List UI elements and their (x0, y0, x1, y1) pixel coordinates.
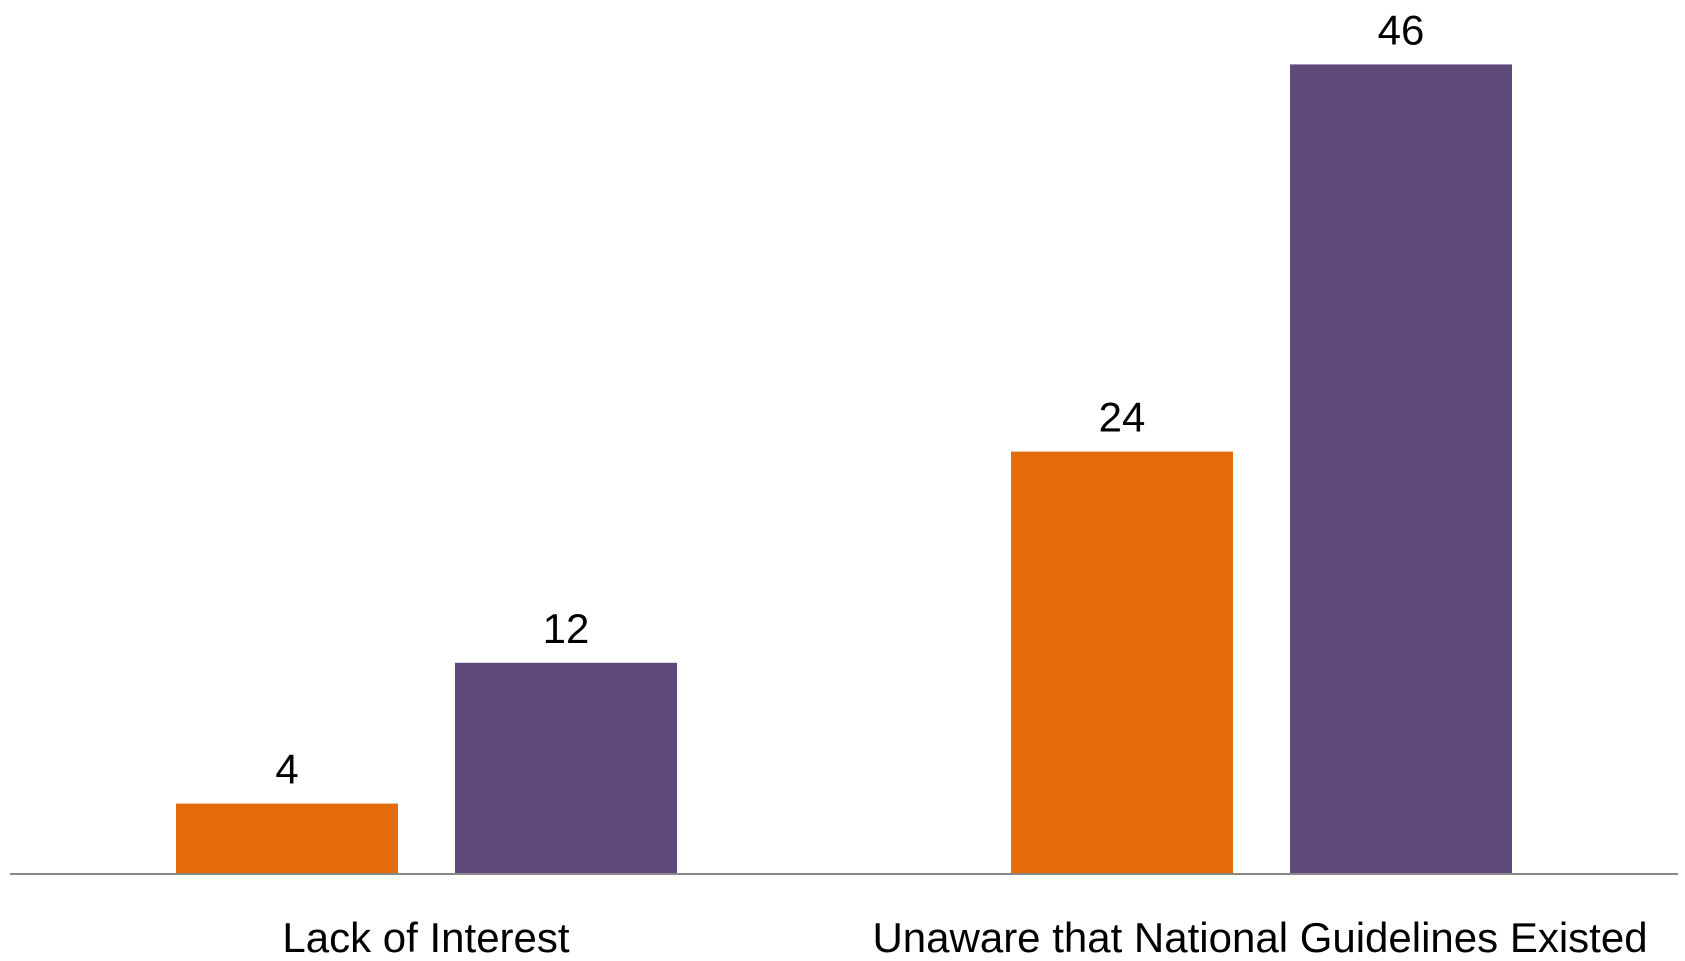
data-label-series2-cat1: 12 (543, 605, 590, 652)
data-label-series1-cat2: 24 (1099, 394, 1146, 441)
data-label-series2-cat2: 46 (1378, 6, 1425, 53)
data-labels-group: 4 12 24 46 (275, 6, 1424, 792)
bar-series1-cat2 (1011, 451, 1233, 874)
category-label-1: Lack of Interest (282, 914, 569, 961)
bar-series2-cat2 (1290, 64, 1512, 874)
data-label-series1-cat1: 4 (275, 746, 298, 793)
category-labels-group: Lack of Interest Unaware that National Gu… (282, 914, 1647, 961)
bar-series2-cat1 (455, 662, 677, 874)
category-label-2: Unaware that National Guidelines Existed (872, 914, 1647, 961)
bars-group (176, 64, 1512, 874)
bar-series1-cat1 (176, 803, 398, 874)
